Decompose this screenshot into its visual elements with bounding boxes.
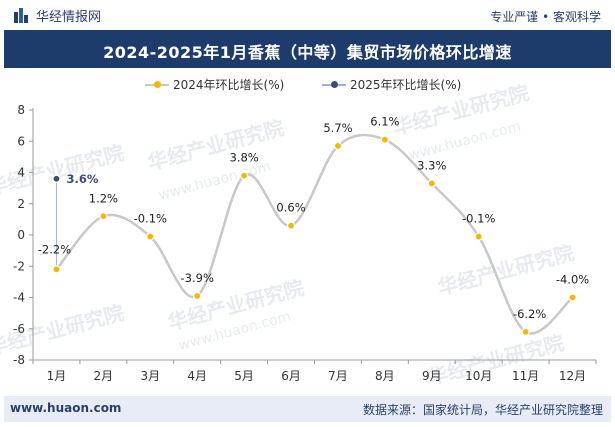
x-tick-label: 5月 (234, 369, 254, 383)
watermark-text: 华经产业研究院 (435, 240, 576, 299)
y-tick-label: -4 (13, 291, 25, 305)
data-point (52, 174, 61, 183)
brand-name: 华经情报网 (36, 10, 102, 25)
y-tick-label: 8 (17, 103, 25, 117)
data-label: -4.0% (556, 273, 589, 287)
x-tick-label: 12月 (559, 369, 586, 383)
data-label: 3.8% (230, 151, 259, 165)
data-label: 1.2% (89, 191, 118, 205)
legend-item-2024: 2024年环比增长(%) (145, 76, 284, 93)
data-point (52, 265, 61, 274)
x-tick-label: 3月 (140, 369, 160, 383)
x-tick-label: 9月 (422, 369, 442, 383)
footer-website: www.huaon.com (10, 401, 122, 415)
y-tick-label: -6 (13, 322, 25, 336)
x-tick-label: 10月 (465, 369, 492, 383)
x-tick-label: 4月 (187, 369, 207, 383)
legend-label-2025: 2025年环比增长(%) (350, 78, 462, 92)
x-tick-label: 6月 (281, 369, 301, 383)
series-lines (55, 133, 574, 335)
data-label: -3.9% (181, 271, 214, 285)
series-markers (52, 135, 577, 336)
tagline: 专业严谨 • 客观科学 (490, 10, 601, 24)
data-point (380, 135, 389, 144)
data-label: -2.2% (38, 242, 71, 256)
data-label: -0.1% (462, 212, 495, 226)
brand: 华经情报网 (14, 6, 101, 25)
data-labels: -2.2% 1.2% -0.1% -3.9% 3.8% 0.6% 5.7% 6.1% 3.3% -… (38, 115, 590, 321)
y-tick-label: -8 (13, 353, 25, 367)
footer-source: 数据来源：国家统计局，华经产业研究院整理 (362, 403, 603, 417)
data-point (146, 232, 155, 241)
x-tick-label: 1月 (47, 369, 67, 383)
y-tick-label: 4 (17, 166, 25, 180)
x-tick-label: 8月 (375, 369, 395, 383)
legend-item-2025: 2025年环比增长(%) (322, 76, 461, 93)
data-point (333, 141, 343, 151)
y-tick-label: 6 (17, 134, 25, 148)
legend-line-icon (322, 80, 346, 88)
title-bar: 2024-2025年1月香蕉（中等）集贸市场价格环比增速 (4, 30, 611, 68)
data-point (427, 179, 436, 188)
data-label: -0.1% (134, 212, 167, 226)
y-tick-label: -2 (13, 259, 25, 273)
axes: -8 -6 -4 -2 0 2 4 6 8 1月 2月 3月 4月 5月 6月 7月 8月 9月 10月 11月 12月 (13, 103, 597, 383)
data-label: 5.7% (323, 121, 352, 135)
data-label: 6.1% (370, 115, 399, 129)
data-point (568, 293, 577, 302)
data-point (521, 327, 530, 336)
series-line-0 (55, 133, 574, 335)
x-tick-label: 2月 (94, 369, 114, 383)
top-bar: 华经情报网 专业严谨 • 客观科学 (0, 0, 615, 30)
footer: www.huaon.com 数据来源：国家统计局，华经产业研究院整理 (4, 396, 611, 422)
data-point (193, 291, 202, 301)
legend: 2024年环比增长(%) 2025年环比增长(%) (0, 75, 615, 93)
data-point (474, 232, 483, 241)
data-label: 3.6% (66, 172, 98, 186)
legend-label-2024: 2024年环比增长(%) (173, 78, 285, 92)
data-point (286, 221, 296, 230)
data-point (240, 171, 249, 180)
y-tick-label: 2 (17, 197, 25, 211)
y-tick-label: 0 (17, 228, 25, 242)
chart-title: 2024-2025年1月香蕉（中等）集贸市场价格环比增速 (103, 43, 512, 62)
data-point (99, 212, 108, 221)
watermark-layer: 华经产业研究院华经产业研究院华经产业研究院华经产业研究院华经产业研究院华经产业研… (0, 80, 577, 389)
x-tick-label: 11月 (512, 369, 539, 383)
brand-logo-icon (14, 8, 28, 23)
data-label: 3.3% (417, 158, 446, 172)
x-tick-label: 7月 (328, 369, 348, 383)
legend-line-icon (145, 80, 169, 88)
data-label: 0.6% (276, 201, 305, 215)
data-label: -6.2% (513, 307, 546, 321)
